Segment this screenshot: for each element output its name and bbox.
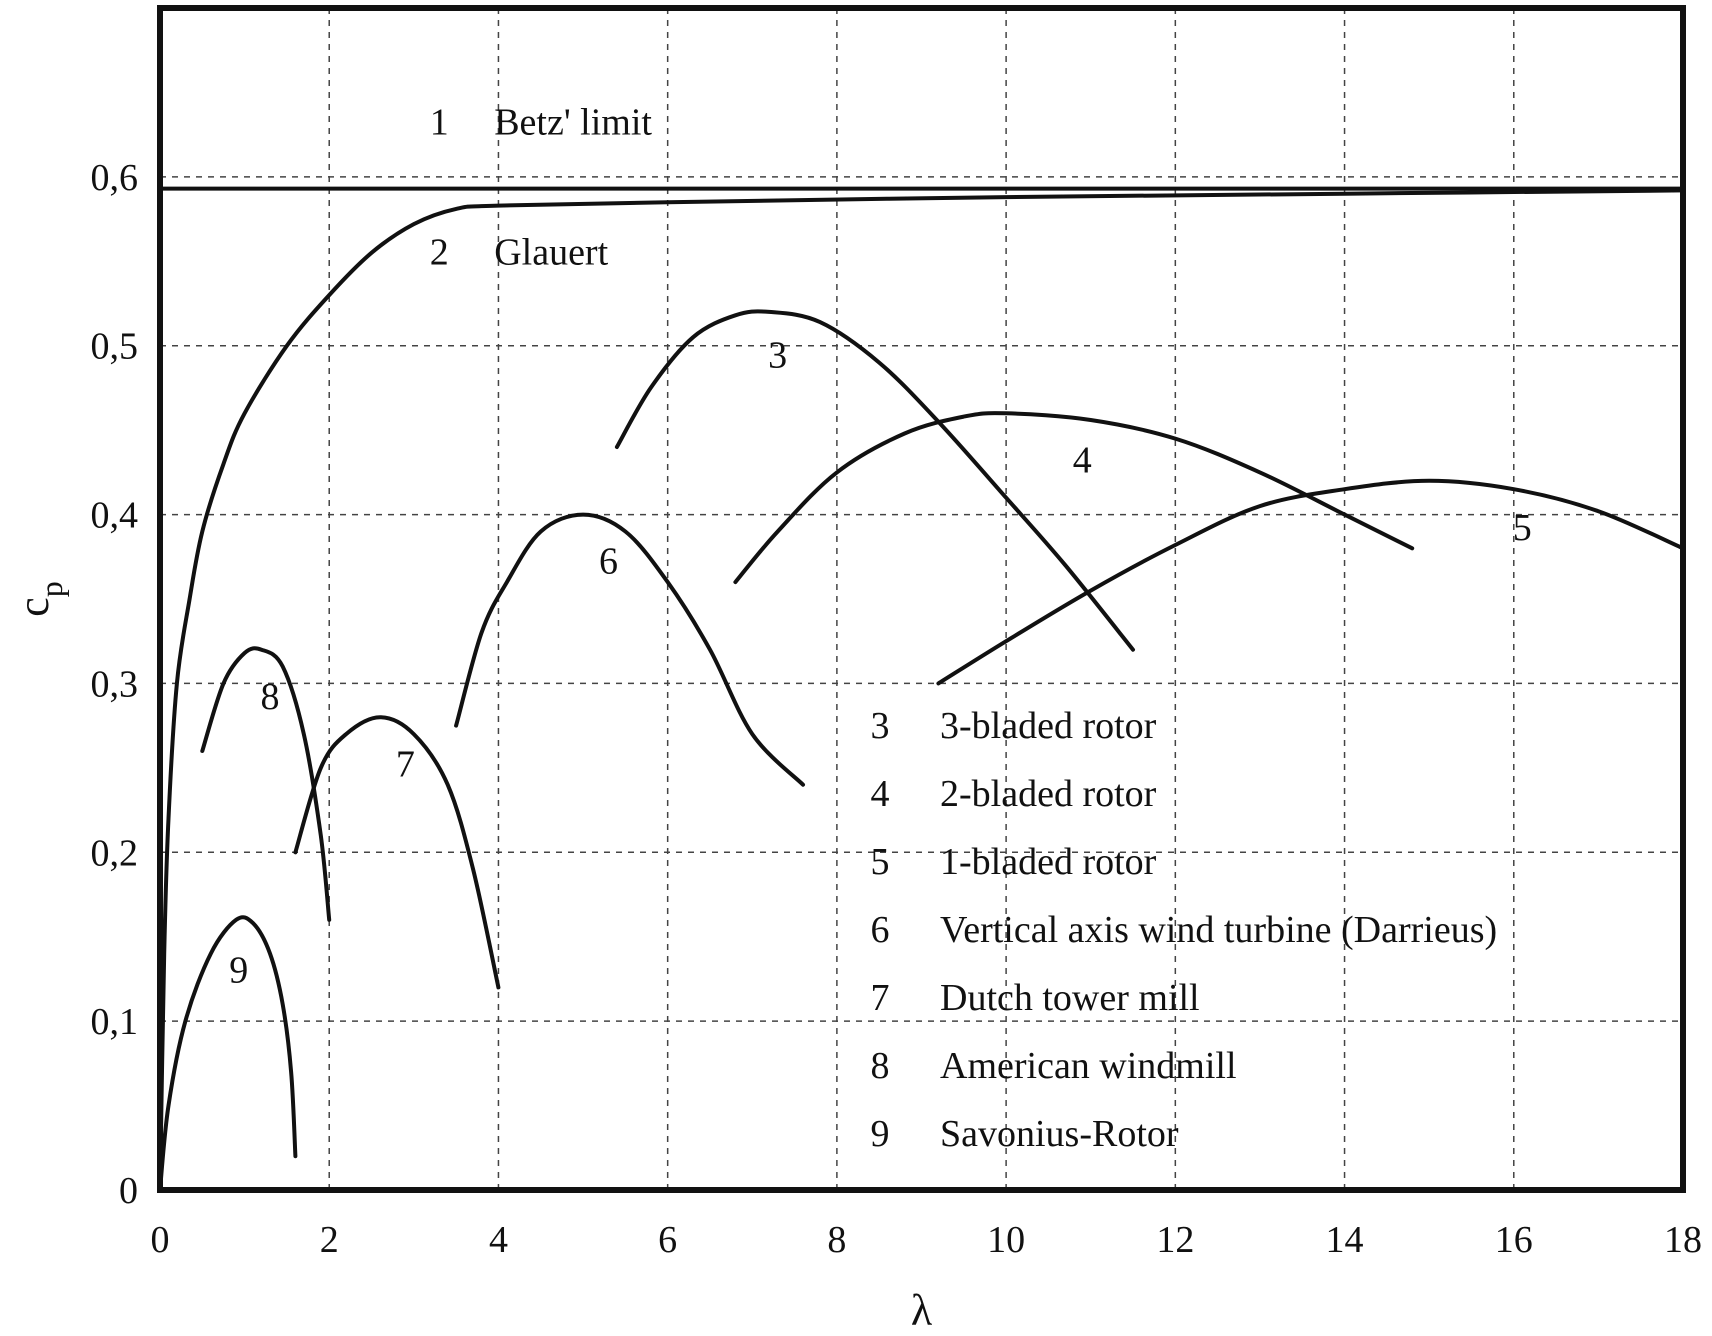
curve-8 bbox=[200, 646, 332, 922]
y-tick-labels: 0 0,1 0,2 0,3 0,4 0,5 0,6 bbox=[91, 157, 139, 1212]
x-tick-label: 4 bbox=[489, 1219, 508, 1261]
y-axis-title-subscript: p bbox=[33, 581, 69, 597]
y-tick-label: 0 bbox=[119, 1170, 138, 1212]
legend-entry-4: 4 2-bladed rotor bbox=[871, 773, 1157, 815]
x-tick-label: 16 bbox=[1495, 1219, 1533, 1261]
legend: 3 3-bladed rotor 4 2-bladed rotor 5 1-bladed … bbox=[871, 705, 1498, 1155]
legend-entry-number: 8 bbox=[871, 1045, 890, 1087]
curve-5 bbox=[936, 478, 1685, 686]
curve-labels: 2 Glauert 3 4 5 6 7 8 9 bbox=[229, 232, 1532, 992]
betz-limit-label: Betz' limit bbox=[494, 102, 652, 144]
y-tick-label: 0,1 bbox=[91, 1001, 139, 1043]
y-tick-label: 0,3 bbox=[91, 663, 139, 705]
curve-label-9: 9 bbox=[229, 949, 248, 991]
curve-label-3: 3 bbox=[768, 335, 787, 377]
x-tick-label: 0 bbox=[151, 1219, 170, 1261]
legend-entry-number: 4 bbox=[871, 773, 890, 815]
curve-label-6: 6 bbox=[599, 541, 618, 583]
grid-lines bbox=[160, 8, 1683, 1190]
betz-limit-line: 1 Betz' limit bbox=[158, 102, 1685, 191]
legend-entry-3: 3 3-bladed rotor bbox=[871, 705, 1157, 747]
plot-frame bbox=[157, 5, 1686, 1193]
legend-entry-label: 2-bladed rotor bbox=[940, 773, 1157, 815]
legend-entry-label: American windmill bbox=[940, 1045, 1237, 1087]
legend-entry-9: 9 Savonius-Rotor bbox=[871, 1113, 1179, 1155]
curve-label-4: 4 bbox=[1073, 439, 1092, 481]
curve-2 bbox=[158, 188, 1685, 1192]
curve-label-5: 5 bbox=[1513, 507, 1532, 549]
curve-name-2: Glauert bbox=[494, 232, 608, 274]
curve-9 bbox=[158, 915, 298, 1192]
legend-entry-8: 8 American windmill bbox=[871, 1045, 1237, 1087]
x-axis-title: λ bbox=[911, 1286, 933, 1335]
x-tick-label: 18 bbox=[1664, 1219, 1702, 1261]
x-tick-label: 12 bbox=[1156, 1219, 1194, 1261]
curve-7 bbox=[293, 715, 501, 990]
x-tick-label: 10 bbox=[987, 1219, 1025, 1261]
y-tick-label: 0,5 bbox=[91, 326, 139, 368]
legend-entry-number: 7 bbox=[871, 977, 890, 1019]
legend-entry-label: 3-bladed rotor bbox=[940, 705, 1157, 747]
betz-limit-number: 1 bbox=[430, 102, 449, 144]
curve-label-7: 7 bbox=[396, 743, 415, 785]
curve-3 bbox=[614, 309, 1135, 652]
legend-entry-7: 7 Dutch tower mill bbox=[871, 977, 1200, 1019]
legend-entry-number: 9 bbox=[871, 1113, 890, 1155]
legend-entry-label: 1-bladed rotor bbox=[940, 841, 1157, 883]
x-tick-label: 6 bbox=[658, 1219, 677, 1261]
legend-entry-label: Vertical axis wind turbine (Darrieus) bbox=[940, 909, 1497, 951]
x-tick-label: 8 bbox=[827, 1219, 846, 1261]
y-tick-label: 0,6 bbox=[91, 157, 139, 199]
x-tick-labels: 0 2 4 6 8 10 12 14 16 18 bbox=[151, 1219, 1703, 1261]
curve-4 bbox=[733, 411, 1415, 585]
curves bbox=[158, 188, 1685, 1192]
curve-label-8: 8 bbox=[260, 676, 279, 718]
y-tick-label: 0,4 bbox=[91, 495, 139, 537]
curve-6 bbox=[454, 512, 805, 787]
legend-entry-label: Dutch tower mill bbox=[940, 977, 1200, 1019]
x-tick-label: 14 bbox=[1326, 1219, 1364, 1261]
y-tick-label: 0,2 bbox=[91, 832, 139, 874]
legend-entry-number: 3 bbox=[871, 705, 890, 747]
legend-entry-number: 6 bbox=[871, 909, 890, 951]
curve-label-2: 2 bbox=[430, 232, 449, 274]
y-axis-title: cp bbox=[9, 581, 69, 617]
legend-entry-6: 6 Vertical axis wind turbine (Darrieus) bbox=[871, 909, 1498, 951]
legend-entry-number: 5 bbox=[871, 841, 890, 883]
x-tick-label: 2 bbox=[320, 1219, 339, 1261]
legend-entry-5: 5 1-bladed rotor bbox=[871, 841, 1157, 883]
legend-entry-label: Savonius-Rotor bbox=[940, 1113, 1179, 1155]
y-axis-title-main: c bbox=[9, 597, 58, 617]
